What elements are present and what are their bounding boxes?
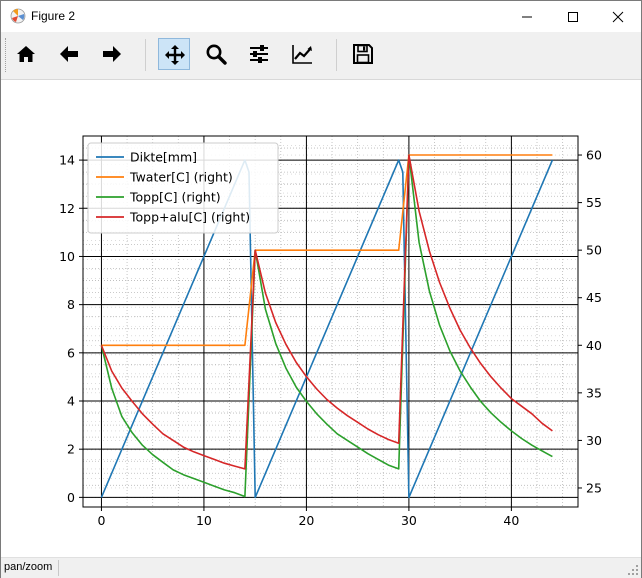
y-tick-label: 6	[67, 345, 75, 360]
y2-tick-label: 45	[586, 290, 602, 305]
status-bar: pan/zoom	[1, 557, 641, 578]
resize-grip-icon[interactable]	[627, 564, 639, 576]
y-tick-label: 0	[67, 490, 75, 505]
y2-tick-label: 60	[586, 148, 602, 163]
status-text: pan/zoom	[4, 561, 53, 573]
x-tick-label: 40	[503, 513, 519, 528]
window-title: Figure 2	[31, 9, 76, 23]
edit-axis-button[interactable]	[286, 38, 318, 70]
zoom-button[interactable]	[200, 38, 232, 70]
y2-tick-label: 25	[586, 480, 602, 495]
legend-label: Twater[C] (right)	[129, 170, 233, 185]
y2-tick-label: 40	[586, 338, 602, 353]
legend-label: Topp+alu[C] (right)	[129, 210, 250, 225]
home-icon	[17, 46, 35, 62]
pan-move-icon	[165, 45, 185, 65]
back-button[interactable]	[53, 38, 85, 70]
y2-tick-label: 30	[586, 433, 602, 448]
y-tick-label: 8	[67, 297, 75, 312]
edit-axis-icon	[292, 45, 312, 64]
legend-label: Dikte[mm]	[130, 150, 197, 165]
y-tick-label: 14	[59, 153, 75, 168]
pan-button[interactable]	[158, 38, 190, 70]
back-arrow-icon	[60, 46, 78, 62]
minimize-button[interactable]	[504, 1, 550, 32]
minimize-icon	[522, 16, 532, 18]
zoom-magnifier-icon	[206, 44, 227, 65]
y-tick-label: 12	[59, 201, 75, 216]
forward-button[interactable]	[96, 38, 128, 70]
toolbar-grip[interactable]	[5, 38, 9, 72]
y-tick-label: 10	[59, 249, 75, 264]
save-floppy-icon	[353, 44, 373, 64]
series-line-3	[100, 154, 553, 470]
series-line-1	[101, 154, 553, 347]
legend-label: Topp[C] (right)	[129, 190, 221, 205]
axis-ticks: 0 10 20 30 40 0 2 4 6 8 10 12 14 25 30 35 40 45 50 55 60	[59, 148, 602, 528]
x-tick-label: 10	[196, 513, 212, 528]
x-tick-label: 0	[97, 513, 105, 528]
forward-arrow-icon	[103, 46, 121, 62]
toolbar-separator	[145, 39, 146, 71]
title-bar[interactable]: Figure 2	[1, 1, 641, 32]
figure-canvas[interactable]: 0 10 20 30 40 0 2 4 6 8 10 12 14 25 30 35 40 45 50 55 60 Dikt…	[1, 80, 641, 556]
grid-lines	[83, 135, 578, 508]
maximize-button[interactable]	[550, 1, 596, 32]
configure-subplots-button[interactable]	[243, 38, 275, 70]
y-tick-label: 4	[67, 394, 75, 409]
line-chart[interactable]: 0 10 20 30 40 0 2 4 6 8 10 12 14 25 30 35 40 45 50 55 60 Dikt…	[1, 80, 641, 556]
legend: Dikte[mm] Twater[C] (right) Topp[C] (right…	[87, 142, 279, 234]
legend-box	[87, 142, 279, 234]
x-tick-label: 30	[401, 513, 417, 528]
y2-tick-label: 55	[586, 195, 602, 210]
close-icon	[612, 11, 624, 23]
maximize-icon	[568, 12, 578, 22]
navigation-toolbar	[1, 32, 641, 80]
y2-tick-label: 50	[586, 243, 602, 258]
configure-subplots-icon	[250, 45, 268, 63]
save-button[interactable]	[347, 38, 379, 70]
y2-tick-label: 35	[586, 385, 602, 400]
series-line-2	[100, 154, 553, 498]
status-divider	[58, 560, 59, 576]
y-tick-label: 2	[67, 442, 75, 457]
toolbar-separator	[336, 39, 337, 71]
x-tick-label: 20	[298, 513, 314, 528]
matplotlib-logo-icon	[10, 8, 26, 24]
close-button[interactable]	[595, 1, 641, 32]
home-button[interactable]	[10, 38, 42, 70]
axes-frame	[82, 135, 579, 508]
